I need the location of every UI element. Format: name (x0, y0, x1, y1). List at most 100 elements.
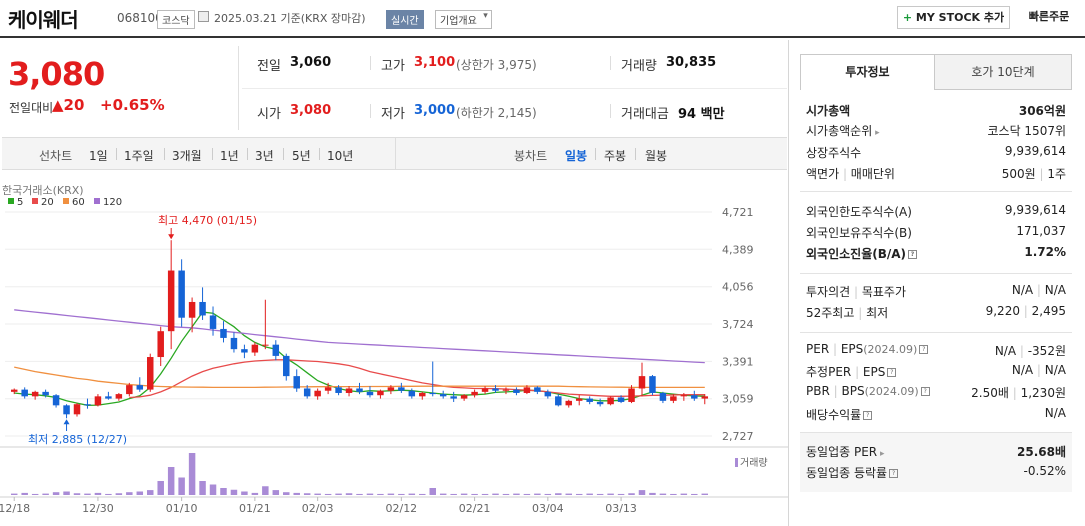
w52-low-label: 최저 (866, 306, 889, 320)
candle-body (167, 270, 175, 332)
info-icon[interactable]: ? (919, 345, 929, 354)
candle-body (481, 388, 489, 392)
unit-label: 매매단위 (850, 167, 895, 181)
sep (319, 148, 320, 160)
candle-body (136, 385, 144, 390)
candle-body (84, 404, 91, 406)
sep (370, 56, 371, 70)
info-icon[interactable]: ? (908, 250, 918, 259)
candle-body (419, 392, 426, 397)
volume-legend: 거래량 (740, 457, 768, 469)
candle-body (63, 405, 70, 415)
y-tick-label: 3,724 (722, 318, 754, 331)
candle-body (398, 387, 405, 391)
realtime-button[interactable]: 실시간 (386, 10, 424, 29)
line-chart-tab[interactable]: 선차트 (39, 149, 73, 163)
chevron-down-icon: ▾ (483, 11, 488, 21)
target-value: N/A (1044, 283, 1066, 297)
volume-bar (387, 493, 395, 495)
candle-body (408, 390, 416, 397)
shares-label: 상장주식수 (806, 146, 862, 160)
quote-row-divider (242, 88, 787, 89)
info-icon[interactable]: ? (920, 387, 930, 396)
candle-body (607, 397, 614, 405)
market-cap-rank-row: 시가총액순위 ▸ 코스닥 1507위 (806, 122, 1066, 142)
company-overview-button[interactable]: 기업개요 ▾ (435, 10, 492, 29)
info-icon[interactable]: ? (887, 368, 897, 377)
high-value: 3,100 (414, 55, 456, 70)
max-arrow-head (168, 234, 175, 240)
volume-bar (105, 493, 112, 495)
dividend-value: N/A (1044, 406, 1066, 420)
volume-bar (492, 493, 499, 495)
volume-bar (262, 486, 269, 495)
candle-body (565, 400, 572, 406)
volume-bar (450, 493, 457, 495)
y-axis: 4,721 4,389 4,056 3,724 3,391 3,059 2,727 (722, 206, 754, 443)
candle-body (555, 396, 562, 406)
candle-body (293, 376, 300, 389)
sector-per-link[interactable]: 동일업종 PER ▸ (806, 443, 885, 460)
info-icon[interactable]: ? (863, 411, 873, 420)
x-tick-label: 12/18 (0, 502, 30, 515)
period-weekly[interactable]: 주봉 (604, 149, 627, 163)
volume-bar (52, 492, 60, 495)
w52-low-value: 2,495 (1031, 304, 1066, 318)
candle-body (492, 388, 499, 391)
ma20-line (129, 359, 705, 399)
volume-bar (638, 490, 646, 495)
tab-invest-info[interactable]: 투자정보 (800, 54, 935, 90)
sector-rate-row: 동일업종 등락률? -0.52% (806, 464, 1066, 484)
period-1d[interactable]: 1일 (89, 149, 108, 163)
toolbar-divider (395, 138, 396, 169)
period-5y[interactable]: 5년 (292, 149, 311, 163)
mystock-add-button[interactable]: + MY STOCK 추가 (897, 6, 1010, 29)
ma120-line (14, 309, 705, 364)
volume-bar (147, 490, 154, 495)
pbr-label: PBR (806, 384, 830, 398)
sep (610, 104, 611, 118)
legend-label-ma120: 120 (103, 197, 122, 208)
market-cap-label: 시가총액 (806, 104, 851, 118)
period-10y[interactable]: 10년 (327, 149, 354, 163)
tab-hoga[interactable]: 호가 10단계 (934, 54, 1072, 90)
annotations: 최고 4,470 (01/15) 최저 2,885 (12/27) (28, 214, 257, 446)
volume-bar (345, 493, 353, 495)
period-1y[interactable]: 1년 (220, 149, 239, 163)
period-monthly[interactable]: 월봉 (645, 149, 668, 163)
price-chart[interactable]: 한국거래소(KRX) 5 20 60 120 4,721 4,389 4,056 3,724… (0, 172, 788, 526)
info-icon[interactable]: ? (889, 469, 899, 478)
calendar-icon (198, 11, 209, 22)
volume-bar (366, 493, 374, 495)
volume-bar (84, 493, 91, 495)
volume-bar (314, 493, 321, 495)
volume-bar (460, 493, 468, 495)
market-cap-rank-label[interactable]: 시가총액순위 ▸ (806, 122, 880, 139)
candle-body (220, 328, 227, 338)
candle-body (178, 270, 185, 318)
quick-order-button[interactable]: 빠른주문 (1017, 6, 1081, 29)
candles (10, 240, 709, 419)
volume-bar (335, 493, 342, 495)
candle-chart-tab[interactable]: 봉차트 (514, 149, 548, 163)
period-1w[interactable]: 1주일 (124, 149, 154, 163)
volume-bar (523, 493, 531, 495)
side-panel: 투자정보 호가 10단계 시가총액 306억원 시가총액순위 ▸ 코스닥 1507위… (790, 40, 1082, 526)
dividend-row: 배당수익률? N/A (806, 406, 1066, 426)
opinion-label: 투자의견 (806, 285, 851, 299)
period-3y[interactable]: 3년 (255, 149, 274, 163)
period-daily[interactable]: 일봉 (565, 149, 588, 163)
amount-unit: 백만 (700, 107, 725, 122)
candle-body (272, 344, 280, 356)
period-3m[interactable]: 3개월 (172, 149, 202, 163)
volume-bar (691, 493, 698, 495)
volume-bar (178, 477, 185, 495)
volume-bar (513, 493, 520, 495)
volume-bar (324, 493, 332, 495)
candle-body (303, 388, 311, 397)
y-tick-label: 3,059 (722, 393, 754, 406)
candle-body (701, 396, 709, 399)
shares-row: 상장주식수 9,939,614 (806, 144, 1066, 164)
candle-body (314, 390, 321, 397)
candle-body (628, 388, 635, 402)
